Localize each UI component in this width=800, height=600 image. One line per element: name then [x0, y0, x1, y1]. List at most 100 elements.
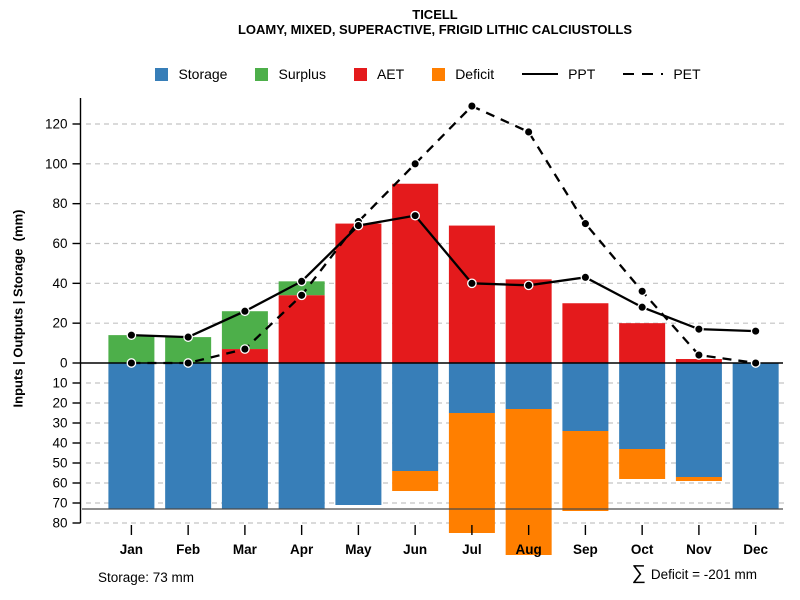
bar-storage-jan — [108, 363, 155, 509]
legend-item-storage: Storage — [155, 66, 227, 82]
ppt-point-aug — [523, 280, 534, 291]
pet-point-sep — [580, 218, 591, 229]
legend-item-surplus: Surplus — [255, 66, 326, 82]
ppt-point-jun — [410, 210, 420, 221]
bar-storage-oct — [619, 363, 666, 449]
y-upper-120-label: 120 — [45, 116, 68, 131]
month-label-sep: Sep — [573, 542, 598, 557]
bar-aet-apr — [278, 295, 325, 363]
title-block: TICELL LOAMY, MIXED, SUPERACTIVE, FRIGID… — [70, 7, 800, 37]
pet-point-dec — [750, 358, 761, 368]
month-label-mar: Mar — [233, 542, 258, 557]
y-upper-40-label: 40 — [52, 276, 67, 291]
y-lower-30-label: 30 — [52, 416, 67, 431]
ppt-point-dec — [750, 326, 761, 336]
month-label-jan: Jan — [120, 542, 143, 557]
pet-line — [131, 104, 756, 365]
bar-deficit-nov — [675, 477, 722, 481]
bar-storage-nov — [675, 363, 722, 477]
pet-point-feb — [183, 358, 193, 368]
bar-deficit-jun — [392, 471, 439, 491]
legend-solid-line-icon — [522, 73, 559, 75]
month-label-may: May — [345, 542, 372, 557]
legend-dashed-line-icon — [623, 72, 664, 76]
bar-aet-oct — [619, 323, 666, 363]
ppt-point-jul — [467, 278, 477, 289]
month-label-jul: Jul — [462, 542, 482, 557]
deficit-total-note: ∑ Deficit = -201 mm — [632, 563, 757, 583]
legend-label-pet: PET — [673, 66, 701, 82]
pet-point-apr — [296, 290, 307, 301]
month-label-oct: Oct — [631, 542, 654, 557]
bar-storage-apr — [278, 363, 325, 509]
legend-item-deficit: Deficit — [432, 66, 494, 82]
bar-storage-feb — [165, 363, 212, 509]
ppt-line — [131, 214, 756, 339]
month-label-apr: Apr — [290, 542, 314, 557]
deficit-total-text: Deficit = -201 mm — [650, 567, 757, 582]
ppt-point-apr — [296, 276, 307, 287]
ppt-point-oct — [637, 302, 648, 313]
bar-aet-sep — [562, 303, 609, 363]
y-lower-80-label: 80 — [52, 516, 67, 531]
pet-point-jan — [126, 358, 137, 368]
pet-point-jul — [467, 101, 477, 111]
y-lower-20-label: 20 — [52, 396, 67, 411]
ppt-point-mar — [240, 306, 250, 317]
legend-swatch-surplus-icon — [255, 67, 269, 81]
month-label-aug: Aug — [516, 542, 542, 557]
pet-point-nov — [694, 350, 704, 360]
ppt-point-sep — [580, 272, 591, 283]
y-upper-0-label: 0 — [60, 356, 68, 371]
bar-storage-aug — [505, 363, 552, 409]
y-lower-10-label: 10 — [52, 376, 67, 391]
legend-item-aet: AET — [353, 66, 405, 82]
ppt-point-feb — [183, 332, 193, 342]
legend-swatch-aet-icon — [353, 67, 367, 81]
legend-label-surplus: Surplus — [278, 66, 326, 82]
bar-storage-jun — [392, 363, 439, 471]
bar-storage-may — [335, 363, 382, 505]
legend-label-deficit: Deficit — [455, 66, 495, 82]
bar-aet-nov — [675, 359, 722, 363]
legend-label-aet: AET — [376, 66, 405, 82]
y-upper-20-label: 20 — [52, 316, 67, 331]
ppt-point-may — [353, 220, 364, 231]
y-axis-label: Inputs | Outputs | Storage (mm) — [10, 209, 26, 408]
sigma-icon: ∑ — [631, 562, 646, 584]
y-lower-40-label: 40 — [52, 436, 67, 451]
chart-subtitle: LOAMY, MIXED, SUPERACTIVE, FRIGID LITHIC… — [237, 22, 633, 37]
bar-storage-mar — [221, 363, 268, 509]
legend-item-ppt: PPT — [522, 66, 595, 82]
month-label-feb: Feb — [176, 542, 200, 557]
month-label-jun: Jun — [403, 542, 427, 557]
y-lower-60-label: 60 — [52, 476, 67, 491]
pet-point-jun — [410, 158, 420, 169]
y-upper-100-label: 100 — [45, 156, 68, 171]
chart-title: TICELL — [412, 7, 458, 22]
bar-surplus-mar — [221, 311, 268, 350]
bar-deficit-oct — [619, 449, 666, 479]
y-lower-70-label: 70 — [52, 496, 67, 511]
y-lower-50-label: 50 — [52, 456, 67, 471]
y-upper-80-label: 80 — [52, 196, 67, 211]
pet-point-mar — [240, 344, 250, 354]
pet-point-aug — [523, 127, 534, 137]
month-label-dec: Dec — [743, 542, 768, 557]
bar-deficit-sep — [562, 431, 609, 511]
month-label-nov: Nov — [686, 542, 712, 557]
bar-aet-jul — [448, 225, 495, 363]
bar-aet-may — [335, 223, 382, 363]
pet-point-oct — [637, 286, 648, 297]
chart-legend: Storage Surplus AET Deficit PPT PET — [0, 66, 800, 82]
legend-label-storage: Storage — [178, 66, 228, 82]
legend-swatch-deficit-icon — [432, 67, 446, 81]
bar-aet-jun — [392, 183, 439, 363]
legend-item-pet: PET — [623, 66, 701, 82]
storage-note: Storage: 73 mm — [98, 570, 195, 585]
bar-storage-sep — [562, 363, 609, 431]
ppt-point-jan — [126, 330, 137, 340]
bar-storage-dec — [732, 363, 779, 509]
